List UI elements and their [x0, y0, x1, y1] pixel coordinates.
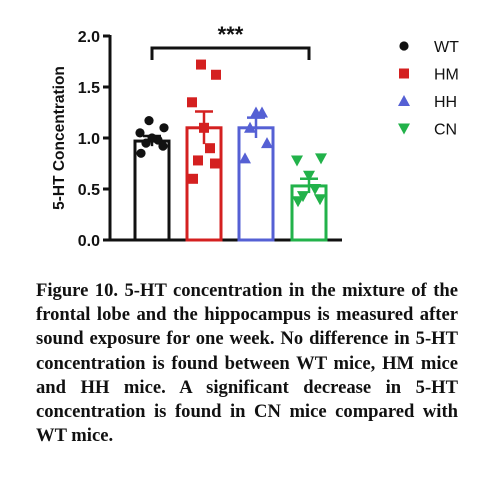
y-tick-label: 1.5 [78, 80, 100, 97]
data-point-hm [199, 122, 209, 133]
y-tick-label: 0.5 [78, 182, 100, 199]
data-point-hm [187, 97, 197, 108]
data-point-hh [244, 121, 256, 133]
legend-label-hh: HH [434, 94, 457, 111]
data-point-wt [144, 116, 154, 126]
bar-hm [185, 126, 223, 242]
data-point-cn [292, 196, 304, 208]
legend-marker-hh [398, 95, 410, 106]
data-point-cn [297, 191, 309, 203]
bar-wt [133, 139, 171, 242]
data-point-wt [135, 128, 145, 138]
legend-marker-cn [398, 123, 410, 135]
data-point-hm [211, 69, 221, 80]
data-point-wt [136, 148, 146, 158]
data-point-cn [315, 153, 327, 165]
y-tick-label: 0.0 [78, 233, 100, 250]
figure-caption: Figure 10. 5-HT concentration in the mix… [36, 280, 458, 447]
y-tick-label: 1.0 [78, 131, 100, 148]
data-point-hm [193, 155, 203, 166]
data-point-hm [188, 173, 198, 184]
data-point-hh [250, 106, 262, 118]
legend-marker-hm [399, 68, 409, 79]
data-point-cn [309, 184, 321, 195]
data-point-hh [261, 137, 273, 149]
bar-cn [290, 184, 328, 242]
data-point-hh [239, 152, 251, 164]
y-tick-label: 2.0 [78, 29, 100, 46]
data-point-hm [210, 158, 220, 169]
data-point-wt [159, 123, 169, 133]
data-point-wt [158, 141, 168, 151]
legend-marker-wt [399, 41, 409, 51]
bar-chart: 0.0 0.5 1.0 1.5 2.0 5-HT Concentration *** WT HM… [51, 22, 459, 250]
data-point-wt [147, 133, 157, 143]
data-point-cn [291, 155, 303, 167]
legend-label-wt: WT [434, 39, 459, 56]
data-point-wt [141, 138, 151, 148]
legend-label-cn: CN [434, 122, 457, 139]
y-axis-label: 5-HT Concentration [51, 66, 68, 210]
significance-label: *** [218, 22, 244, 47]
legend-label-hm: HM [434, 67, 459, 84]
data-point-hm [196, 59, 206, 70]
data-point-cn [303, 170, 315, 182]
data-point-hm [205, 143, 215, 154]
data-point-cn [314, 194, 326, 206]
significance-bracket [150, 46, 311, 60]
